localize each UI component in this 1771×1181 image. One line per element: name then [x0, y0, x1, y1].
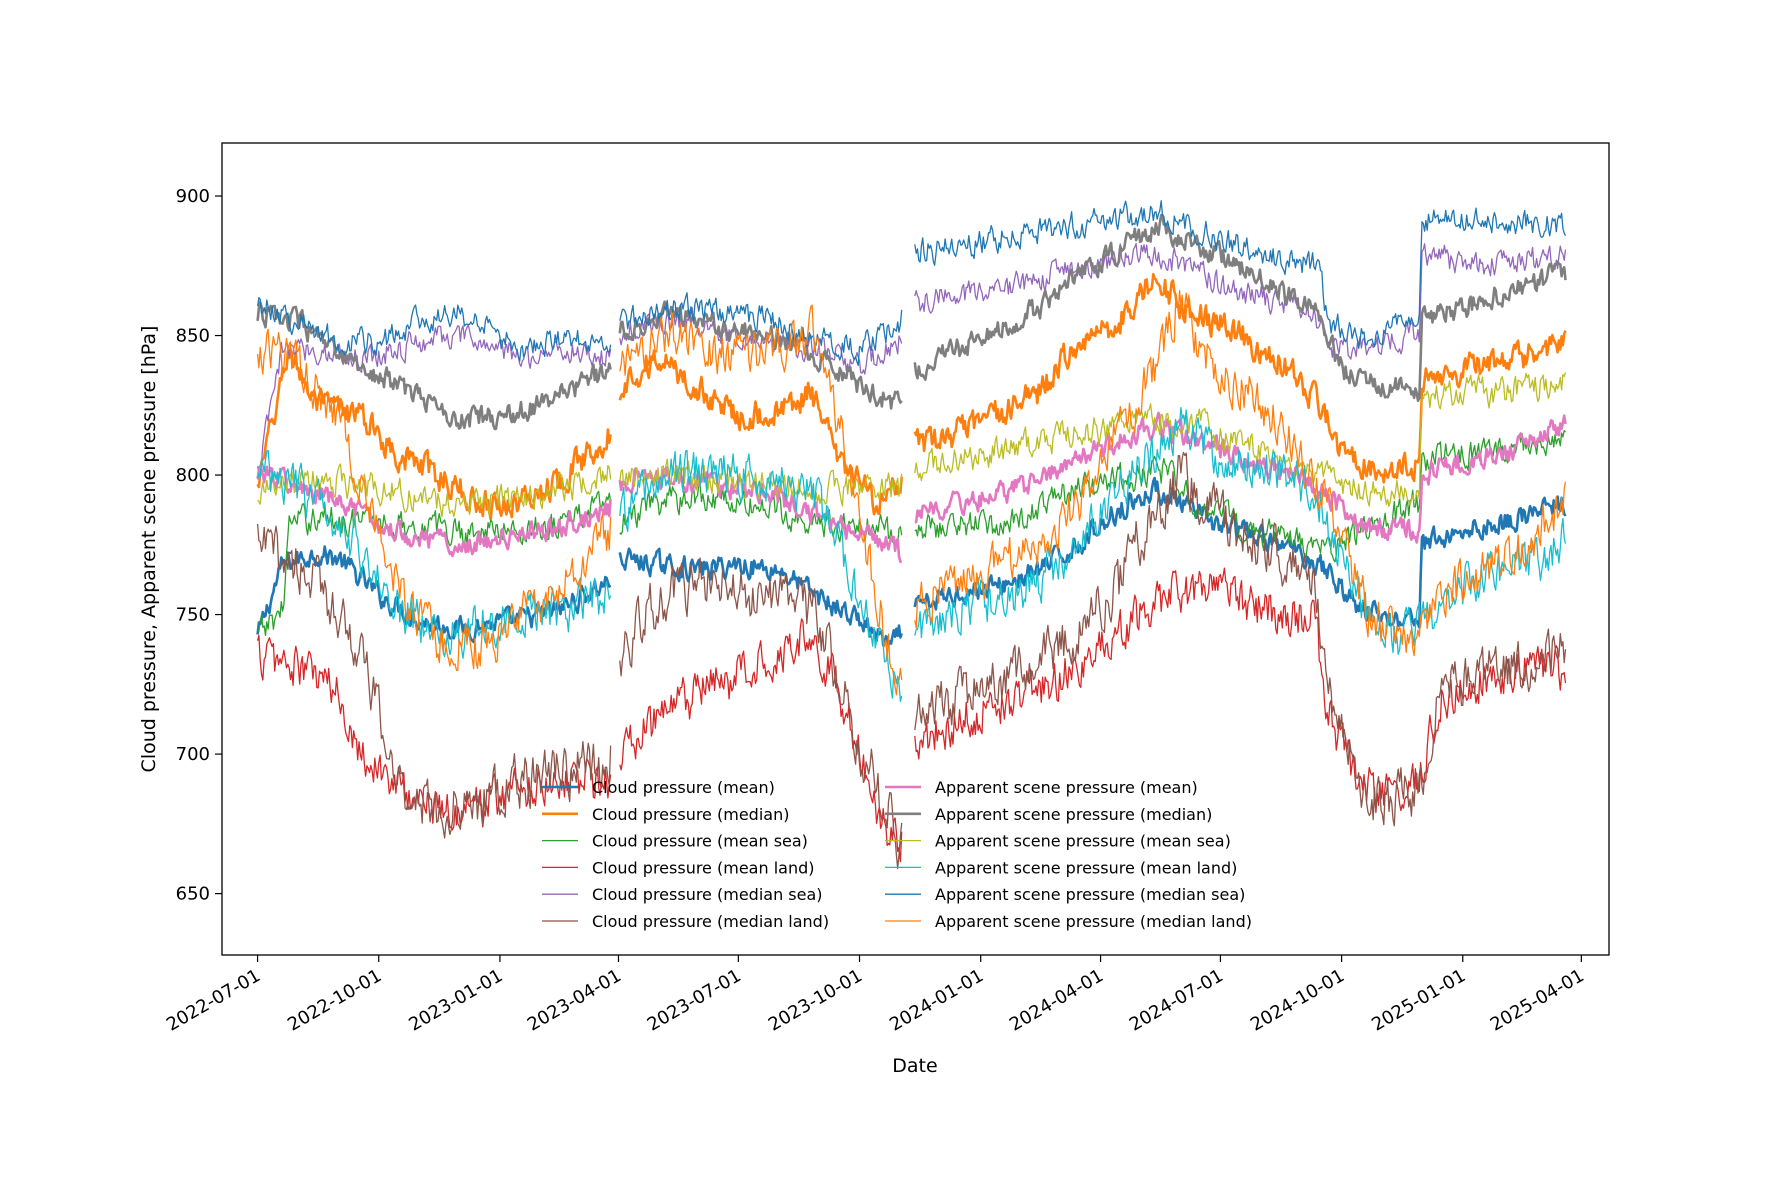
- y-tick-label: 750: [176, 605, 210, 626]
- legend-item-cloud-pressure-median: Cloud pressure (median): [542, 805, 789, 824]
- legend-item-cloud-pressure-mean-sea: Cloud pressure (mean sea): [542, 832, 808, 851]
- legend-item-cloud-pressure-median-land: Cloud pressure (median land): [542, 912, 829, 931]
- legend-label: Apparent scene pressure (mean): [935, 778, 1198, 797]
- series-line-cloud-pressure-median-land: [256, 451, 1567, 870]
- legend-label: Cloud pressure (mean): [592, 778, 775, 797]
- series-line-apparent-scene-pressure-median-land: [256, 289, 1567, 696]
- legend-item-apparent-scene-pressure-mean: Apparent scene pressure (mean): [885, 778, 1198, 797]
- legend-item-apparent-scene-pressure-mean-land: Apparent scene pressure (mean land): [885, 858, 1237, 877]
- y-tick-label: 800: [176, 465, 210, 486]
- series-line-apparent-scene-pressure-mean-sea: [257, 372, 1567, 518]
- legend-item-apparent-scene-pressure-median-land: Apparent scene pressure (median land): [885, 912, 1252, 931]
- y-tick-label: 900: [176, 186, 210, 207]
- legend-label: Apparent scene pressure (median land): [935, 912, 1252, 931]
- legend-label: Cloud pressure (mean sea): [592, 832, 808, 851]
- legend: Cloud pressure (mean) Cloud pressure (med…: [542, 778, 1252, 931]
- legend-item-apparent-scene-pressure-median: Apparent scene pressure (median): [885, 805, 1212, 824]
- legend-label: Apparent scene pressure (mean land): [935, 858, 1237, 877]
- legend-label: Cloud pressure (mean land): [592, 858, 814, 877]
- legend-label: Apparent scene pressure (median sea): [935, 885, 1245, 904]
- series-layer: [256, 200, 1567, 870]
- legend-label: Apparent scene pressure (mean sea): [935, 832, 1231, 851]
- legend-label: Cloud pressure (median): [592, 805, 789, 824]
- y-tick-label: 850: [176, 326, 210, 347]
- legend-item-cloud-pressure-mean: Cloud pressure (mean): [542, 778, 775, 797]
- series-line-apparent-scene-pressure-median: [256, 213, 1567, 431]
- plot-frame: [221, 142, 1610, 956]
- legend-item-apparent-scene-pressure-median-sea: Apparent scene pressure (median sea): [885, 885, 1245, 904]
- legend-label: Cloud pressure (median land): [592, 912, 829, 931]
- legend-item-cloud-pressure-mean-land: Cloud pressure (mean land): [542, 858, 814, 877]
- legend-label: Cloud pressure (median sea): [592, 885, 823, 904]
- legend-item-apparent-scene-pressure-mean-sea: Apparent scene pressure (mean sea): [885, 832, 1231, 851]
- y-axis-label: Cloud pressure, Apparent scene pressure …: [138, 326, 160, 773]
- y-tick-label: 700: [176, 744, 210, 765]
- x-axis-label: Date: [892, 1055, 937, 1077]
- legend-item-cloud-pressure-median-sea: Cloud pressure (median sea): [542, 885, 823, 904]
- y-axis: 650 700 750 800 850 900: [176, 186, 222, 905]
- series-line-apparent-scene-pressure-median-sea: [256, 200, 1567, 367]
- legend-label: Apparent scene pressure (median): [935, 805, 1212, 824]
- y-tick-label: 650: [176, 884, 210, 905]
